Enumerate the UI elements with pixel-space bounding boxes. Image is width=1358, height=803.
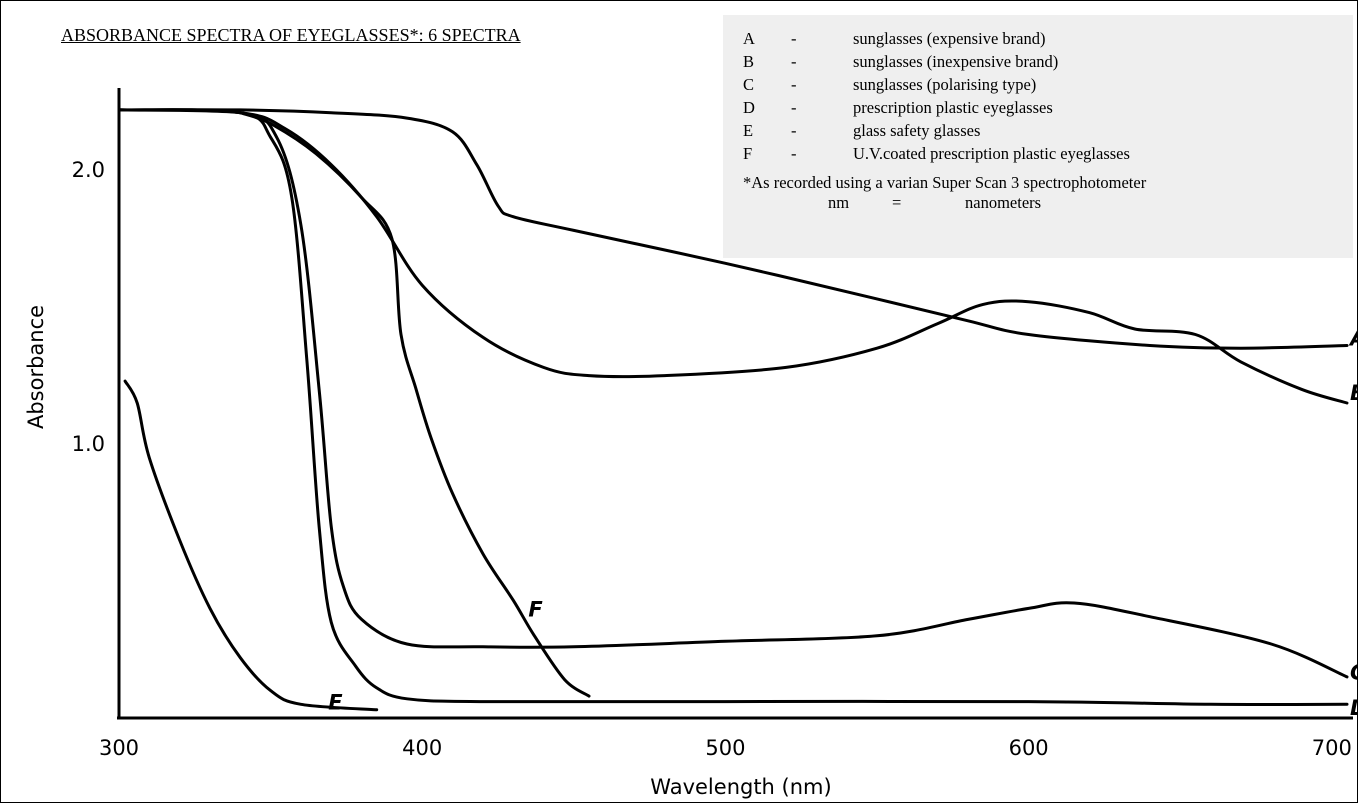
series-tag-a: A — [1348, 326, 1358, 350]
legend-item: E - glass safety glasses — [743, 121, 1353, 144]
legend-item: C - sunglasses (polarising type) — [743, 75, 1353, 98]
legend-item-letter: C — [743, 75, 755, 94]
series-tag-b: B — [1350, 381, 1358, 405]
x-tick-label: 700 — [1312, 736, 1352, 760]
legend-item: A - sunglasses (expensive brand) — [743, 29, 1353, 52]
legend-item-description: prescription plastic eyeglasses — [853, 98, 1053, 117]
legend-item-letter: D — [743, 98, 755, 117]
legend-note: *As recorded using a varian Super Scan 3… — [743, 173, 1147, 192]
series-tag-d: D — [1350, 696, 1358, 720]
spectrum-curve-d — [117, 108, 1349, 707]
legend-item-dash: - — [791, 121, 797, 140]
legend-item-dash: - — [791, 75, 797, 94]
legend-item: D - prescription plastic eyeglasses — [743, 98, 1353, 121]
legend-item-dash: - — [791, 52, 797, 71]
chart-title: ABSORBANCE SPECTRA OF EYEGLASSES*: 6 SPE… — [61, 25, 521, 45]
x-axis-label: Wavelength (nm) — [650, 775, 831, 799]
legend-unit-definition: nm = nanometers — [743, 193, 1353, 217]
legend-item-description: sunglasses (expensive brand) — [853, 29, 1046, 48]
series-tags: A B CD E F — [328, 326, 1358, 720]
x-tick-label: 400 — [402, 736, 442, 760]
x-tick-label: 300 — [99, 736, 139, 760]
legend-item-dash: - — [791, 29, 797, 48]
legend: A - sunglasses (expensive brand) B - sunglass… — [723, 15, 1353, 258]
legend-unit-name: nanometers — [965, 193, 1042, 212]
x-tick-label: 500 — [705, 736, 745, 760]
legend-item-description: U.V.coated prescription plastic eyeglass… — [853, 144, 1130, 163]
y-axis-label: Absorbance — [24, 305, 48, 429]
legend-item-dash: - — [791, 98, 797, 117]
legend-item-letter: F — [743, 144, 753, 163]
legend-item-description: sunglasses (polarising type) — [853, 75, 1037, 94]
series-tag-e: E — [328, 691, 343, 715]
legend-item-letter: A — [743, 29, 755, 48]
legend-item-letter: B — [743, 52, 755, 71]
x-tick-label: 600 — [1009, 736, 1049, 760]
spectrum-curve-a — [117, 108, 1349, 350]
legend-items: A - sunglasses (expensive brand) B - sunglass… — [743, 29, 1353, 167]
series-tag-c: C — [1350, 660, 1358, 684]
legend-item-dash: - — [791, 144, 797, 163]
y-tick-label: 2.0 — [72, 158, 105, 182]
spectrum-curve-f — [238, 111, 591, 698]
legend-unit-equals: = — [892, 193, 902, 212]
legend-unit-abbr: nm — [828, 193, 850, 212]
axes — [117, 88, 1353, 720]
y-tick-label: 1.0 — [72, 432, 105, 456]
legend-item-description: glass safety glasses — [853, 121, 981, 140]
spectrum-curve-c — [117, 108, 1349, 679]
legend-item: B - sunglasses (inexpensive brand) — [743, 52, 1353, 75]
legend-item-letter: E — [743, 121, 754, 140]
legend-item: F - U.V.coated prescription plastic eyegla… — [743, 144, 1353, 167]
spectra-curves — [117, 108, 1349, 712]
legend-item-description: sunglasses (inexpensive brand) — [853, 52, 1059, 71]
series-tag-f: F — [528, 597, 543, 621]
tick-labels: 300 400 500 600 700 1.0 2.0 — [72, 158, 1352, 760]
spectrum-curve-e — [123, 379, 379, 712]
